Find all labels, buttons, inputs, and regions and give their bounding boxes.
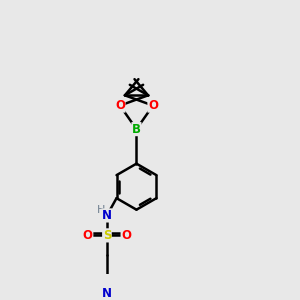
Text: S: S	[103, 229, 111, 242]
Text: O: O	[148, 99, 158, 112]
Text: N: N	[102, 209, 112, 222]
Text: O: O	[115, 99, 125, 112]
Text: B: B	[132, 123, 141, 136]
Text: H: H	[97, 205, 105, 215]
Text: O: O	[121, 229, 131, 242]
Text: N: N	[102, 287, 112, 300]
Text: O: O	[83, 229, 93, 242]
